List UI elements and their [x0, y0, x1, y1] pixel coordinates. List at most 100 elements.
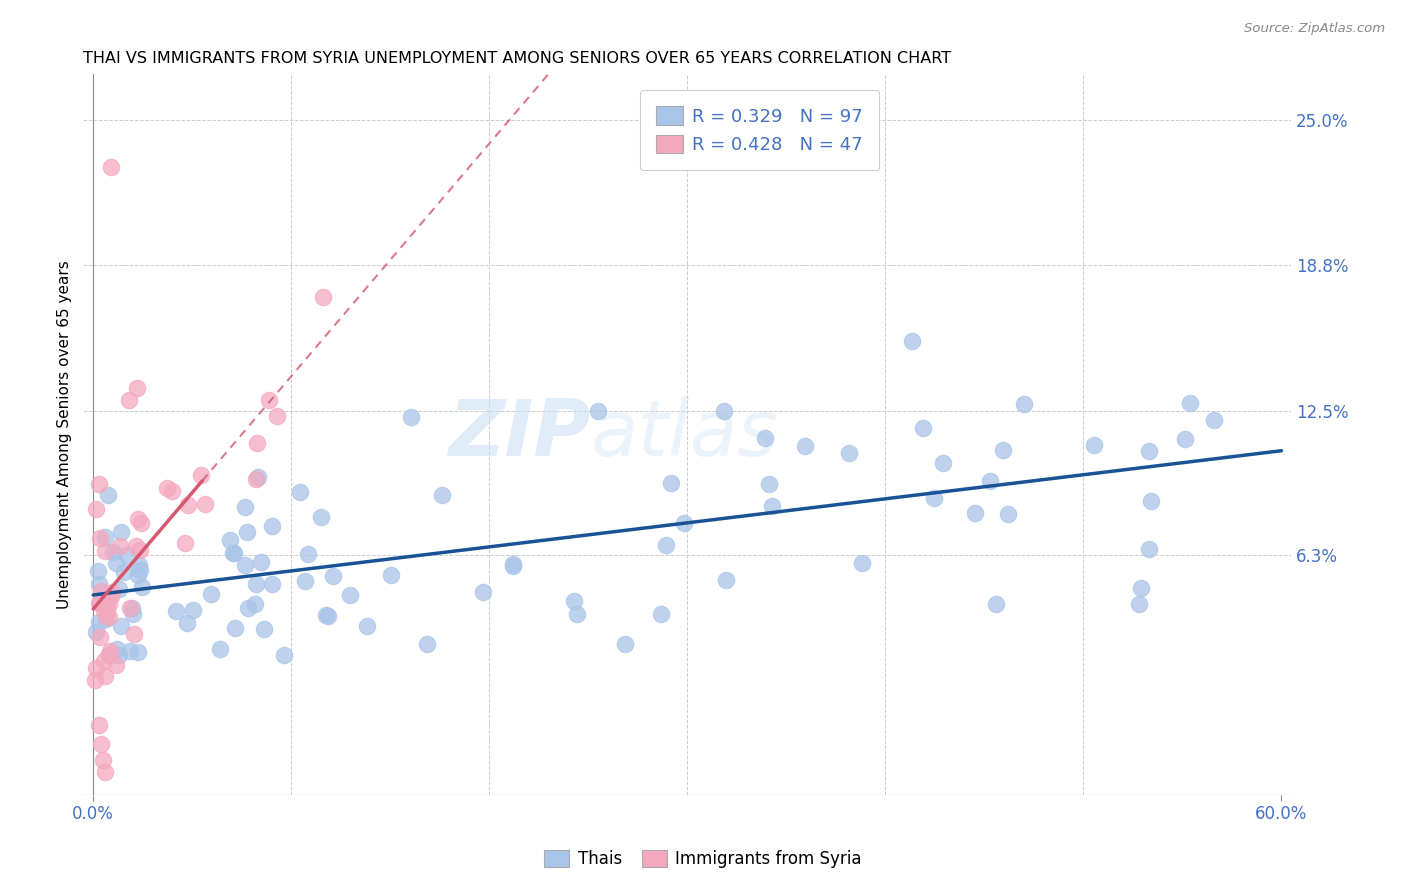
Point	[89, 476, 111, 491]
Point	[100, 589, 122, 603]
Point	[129, 542, 152, 557]
Point	[127, 645, 149, 659]
Point	[194, 497, 217, 511]
Point	[122, 607, 145, 621]
Point	[245, 577, 267, 591]
Point	[502, 559, 524, 574]
Point	[89, 630, 111, 644]
Point	[912, 421, 935, 435]
Point	[259, 392, 281, 407]
Point	[209, 642, 232, 657]
Point	[176, 616, 198, 631]
Point	[90, 737, 112, 751]
Point	[94, 543, 117, 558]
Point	[131, 580, 153, 594]
Point	[401, 410, 423, 425]
Point	[416, 637, 439, 651]
Point	[84, 673, 107, 687]
Point	[1174, 432, 1197, 446]
Point	[125, 539, 148, 553]
Point	[851, 557, 873, 571]
Point	[472, 585, 495, 599]
Point	[1129, 581, 1152, 595]
Point	[94, 612, 117, 626]
Point	[243, 597, 266, 611]
Point	[650, 607, 672, 622]
Point	[98, 644, 121, 658]
Point	[87, 564, 110, 578]
Point	[87, 615, 110, 630]
Point	[273, 648, 295, 663]
Point	[108, 582, 131, 596]
Point	[716, 573, 738, 587]
Point	[1128, 597, 1150, 611]
Point	[250, 555, 273, 569]
Point	[997, 507, 1019, 521]
Point	[165, 604, 187, 618]
Point	[586, 404, 609, 418]
Point	[655, 538, 678, 552]
Point	[118, 644, 141, 658]
Text: Source: ZipAtlas.com: Source: ZipAtlas.com	[1244, 22, 1385, 36]
Point	[1083, 438, 1105, 452]
Point	[89, 718, 111, 732]
Point	[127, 512, 149, 526]
Point	[94, 530, 117, 544]
Point	[110, 619, 132, 633]
Point	[156, 481, 179, 495]
Point	[108, 539, 131, 553]
Point	[110, 525, 132, 540]
Point	[356, 619, 378, 633]
Point	[89, 532, 111, 546]
Point	[288, 484, 311, 499]
Point	[1014, 397, 1036, 411]
Point	[979, 474, 1001, 488]
Point	[105, 556, 128, 570]
Point	[87, 577, 110, 591]
Point	[100, 584, 122, 599]
Point	[297, 547, 319, 561]
Point	[901, 334, 924, 349]
Point	[93, 604, 115, 618]
Point	[108, 648, 131, 663]
Point	[98, 597, 121, 611]
Point	[294, 574, 316, 589]
Point	[614, 637, 637, 651]
Point	[262, 577, 284, 591]
Point	[129, 563, 152, 577]
Point	[567, 607, 589, 621]
Point	[502, 558, 524, 572]
Point	[222, 546, 245, 560]
Point	[117, 548, 139, 562]
Point	[97, 610, 120, 624]
Text: ZIP: ZIP	[449, 396, 591, 473]
Point	[122, 627, 145, 641]
Point	[673, 516, 696, 530]
Legend: Thais, Immigrants from Syria: Thais, Immigrants from Syria	[537, 843, 869, 875]
Point	[224, 621, 246, 635]
Point	[84, 502, 107, 516]
Point	[128, 558, 150, 572]
Point	[315, 607, 337, 622]
Point	[97, 488, 120, 502]
Point	[247, 470, 270, 484]
Point	[758, 477, 780, 491]
Point	[125, 381, 148, 395]
Point	[1137, 541, 1160, 556]
Point	[118, 392, 141, 407]
Point	[174, 536, 197, 550]
Point	[932, 456, 955, 470]
Point	[984, 597, 1007, 611]
Point	[1204, 413, 1226, 427]
Point	[84, 661, 107, 675]
Point	[754, 431, 776, 445]
Point	[1140, 493, 1163, 508]
Point	[965, 506, 987, 520]
Point	[90, 583, 112, 598]
Point	[129, 516, 152, 530]
Point	[236, 524, 259, 539]
Point	[105, 641, 128, 656]
Point	[246, 436, 269, 450]
Point	[97, 648, 120, 663]
Point	[1137, 443, 1160, 458]
